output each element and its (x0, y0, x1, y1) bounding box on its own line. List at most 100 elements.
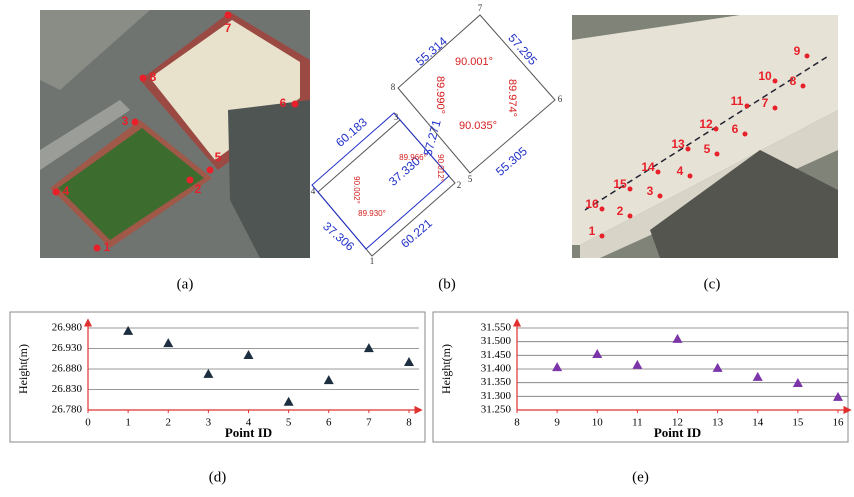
x-tick-label: 0 (85, 417, 91, 429)
point-label: 7 (225, 21, 232, 35)
point-label: 2 (617, 204, 624, 218)
aerial-photo (40, 10, 310, 258)
point-marker (743, 132, 748, 137)
point-marker (207, 167, 214, 174)
point-label: 15 (613, 177, 627, 191)
length-label: 55.314 (413, 34, 450, 69)
data-point (203, 369, 213, 378)
point-label: 4 (677, 164, 684, 178)
data-point (364, 343, 374, 352)
y-tick-label: 26.830 (52, 383, 83, 395)
point-label: 5 (215, 150, 222, 164)
x-tick-label: 15 (792, 417, 804, 429)
y-tick-label: 31.350 (481, 376, 512, 388)
angle-label: 89.990° (434, 76, 446, 114)
y-tick-label: 26.780 (52, 404, 83, 416)
point-marker (715, 152, 720, 157)
x-tick-label: 8 (406, 417, 412, 429)
point-label: 3 (647, 184, 654, 198)
point-label: 6 (732, 122, 739, 136)
point-label: 5 (704, 142, 711, 156)
data-point (632, 360, 642, 369)
point-marker (656, 170, 661, 175)
vertex-label: 5 (468, 174, 473, 184)
figure: (a) (b) (c) 123456781234567860.18337.330… (0, 0, 854, 492)
y-tick-label: 26.980 (52, 322, 83, 334)
point-marker (805, 54, 810, 59)
point-marker (140, 75, 147, 82)
angle-label: 90.002° (352, 176, 361, 204)
point-marker (628, 187, 633, 192)
point-marker (225, 12, 232, 19)
data-point (753, 372, 763, 381)
y-tick-label: 31.500 (481, 335, 512, 347)
point-marker (658, 194, 663, 199)
x-axis-label: Point ID (654, 425, 701, 440)
point-marker (94, 245, 101, 252)
point-marker (686, 147, 691, 152)
x-tick-label: 7 (366, 417, 372, 429)
y-tick-label: 31.400 (481, 363, 512, 375)
point-marker (600, 207, 605, 212)
length-label: 37.306 (320, 219, 357, 254)
x-tick-label: 8 (514, 417, 520, 429)
point-marker (714, 127, 719, 132)
x-tick-label: 13 (712, 417, 724, 429)
vertex-label: 4 (311, 186, 316, 196)
point-label: 4 (63, 184, 70, 198)
data-point (324, 375, 334, 384)
vertex-label: 6 (558, 94, 563, 104)
caption: (c) (704, 276, 721, 292)
y-tick-label: 31.550 (481, 322, 512, 334)
vertex-label: 1 (370, 256, 375, 266)
length-label: 60.221 (398, 216, 435, 251)
point-label: 7 (762, 96, 769, 110)
x-axis-label: Point ID (225, 425, 272, 440)
point-label: 12 (699, 117, 713, 131)
point-marker (628, 214, 633, 219)
point-marker (292, 101, 299, 108)
point-label: 9 (794, 44, 801, 58)
caption: (e) (632, 469, 649, 485)
data-point (163, 338, 173, 347)
x-tick-label: 11 (632, 417, 643, 429)
y-tick-label: 31.450 (481, 349, 512, 361)
point-marker (187, 177, 194, 184)
point-marker (801, 84, 806, 89)
x-tick-label: 14 (752, 417, 764, 429)
angle-label: 89.930° (358, 209, 386, 218)
y-axis-label: Height(m) (16, 344, 30, 394)
data-point (404, 357, 414, 366)
vertex-label: 3 (394, 112, 399, 122)
point-marker (773, 106, 778, 111)
point-label: 8 (790, 74, 797, 88)
data-point (552, 362, 562, 371)
length-label: 60.183 (333, 115, 370, 150)
point-marker (132, 119, 139, 126)
vertex-label: 8 (391, 82, 396, 92)
point-label: 14 (641, 160, 655, 174)
data-point (244, 350, 254, 359)
caption: (d) (209, 469, 227, 485)
y-tick-label: 31.300 (481, 390, 512, 402)
point-label: 1 (589, 224, 596, 238)
point-label: 13 (671, 137, 685, 151)
y-tick-label: 26.880 (52, 363, 83, 375)
x-tick-label: 3 (206, 417, 212, 429)
angle-label: 90.001° (455, 56, 493, 68)
vertex-label: 2 (457, 180, 462, 190)
point-label: 8 (150, 70, 157, 84)
angle-label: 89.974° (506, 79, 518, 117)
point-label: 1 (104, 240, 111, 254)
x-tick-label: 1 (125, 417, 131, 429)
point-marker (688, 174, 693, 179)
angle-label: 90.035° (459, 120, 497, 132)
x-tick-label: 16 (833, 417, 845, 429)
caption: (b) (438, 276, 456, 292)
point-label: 2 (195, 182, 202, 196)
x-tick-label: 5 (286, 417, 292, 429)
data-point (713, 363, 723, 372)
point-marker (745, 104, 750, 109)
data-point (592, 349, 602, 358)
point-label: 16 (585, 197, 599, 211)
